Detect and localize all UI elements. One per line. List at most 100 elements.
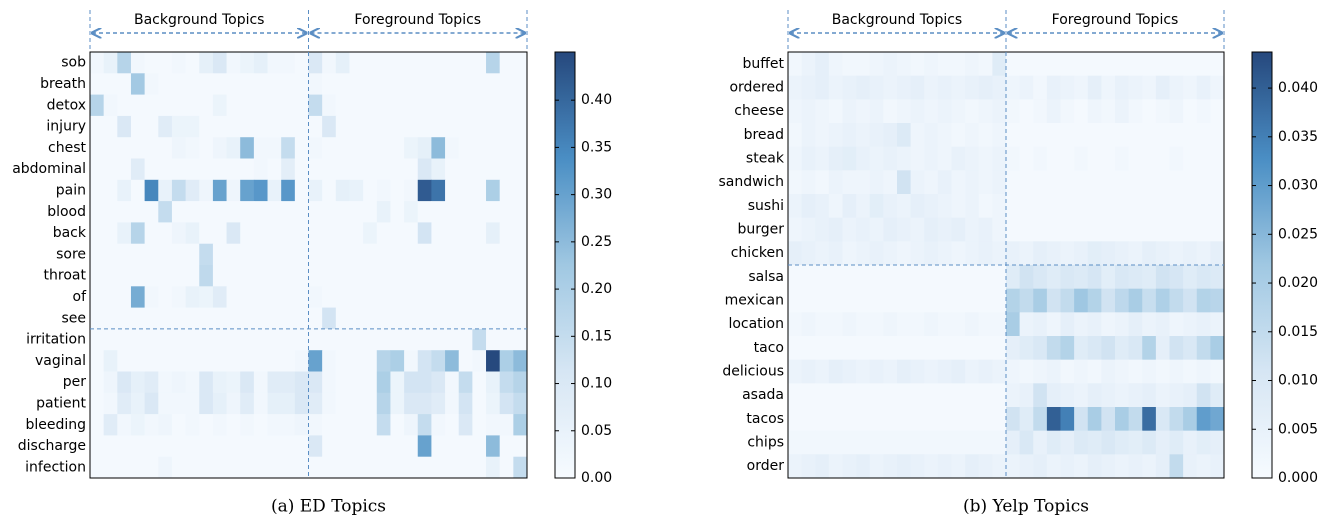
heat-cell: [117, 52, 132, 74]
heat-cell: [404, 456, 419, 479]
heat-cell: [349, 243, 364, 266]
heat-cell: [349, 350, 364, 372]
heat-cell: [199, 201, 214, 223]
row-label: location: [728, 316, 784, 332]
heat-cell: [417, 328, 432, 351]
heat-cell: [1019, 123, 1034, 148]
heat-cell: [1074, 241, 1089, 266]
heat-cell: [788, 241, 803, 266]
heat-cell: [117, 222, 132, 245]
heat-cell: [992, 265, 1007, 290]
heat-cell: [897, 288, 912, 313]
heat-cell: [267, 158, 282, 181]
row-label: steak: [746, 151, 785, 167]
heat-cell: [253, 435, 268, 458]
heat-cell: [472, 456, 487, 479]
row-label: order: [747, 458, 785, 474]
heat-cell: [267, 350, 282, 372]
heat-cell: [1087, 146, 1102, 171]
heat-cell: [815, 123, 830, 148]
heat-cell: [499, 201, 514, 223]
heat-cell: [1142, 407, 1157, 432]
heat-cell: [965, 336, 980, 361]
heat-cell: [417, 371, 432, 394]
heat-cell: [226, 222, 241, 245]
heat-cell: [1183, 75, 1198, 100]
heat-cell: [144, 243, 159, 266]
heat-cell: [1019, 454, 1034, 479]
heat-cell: [1169, 170, 1184, 195]
heat-cell: [897, 336, 912, 361]
heat-cell: [212, 328, 227, 351]
heat-cell: [1101, 75, 1116, 100]
heat-cell: [1142, 312, 1157, 337]
row-label: burger: [737, 222, 784, 238]
heat-cell: [978, 170, 993, 195]
heat-cell: [1060, 123, 1075, 148]
heat-cell: [1155, 52, 1170, 77]
heat-cell: [1196, 170, 1211, 195]
heat-cell: [103, 286, 118, 308]
heat-cell: [1142, 170, 1157, 195]
heat-cell: [1142, 75, 1157, 100]
heat-cell: [376, 265, 391, 287]
heat-cell: [1128, 454, 1143, 479]
heat-cell: [363, 201, 378, 223]
heat-cell: [240, 201, 255, 223]
heat-cell: [869, 407, 884, 432]
heat-cell: [445, 456, 460, 479]
heat-cell: [212, 286, 227, 308]
heat-cell: [376, 137, 391, 159]
heat-cell: [937, 407, 952, 432]
heat-cell: [144, 456, 159, 479]
heat-cell: [458, 94, 473, 117]
heat-cell: [1033, 123, 1048, 148]
heat-cell: [171, 435, 186, 458]
heat-cell: [828, 265, 843, 290]
heat-cell: [445, 52, 460, 74]
heat-cell: [1115, 241, 1130, 266]
heat-cell: [322, 265, 337, 287]
heat-cell: [1210, 241, 1225, 266]
heat-cell: [1033, 407, 1048, 432]
heat-cell: [1155, 454, 1170, 479]
heat-cell: [924, 241, 939, 266]
heat-cell: [349, 435, 364, 458]
heat-cell: [390, 137, 405, 159]
heat-cell: [842, 430, 857, 455]
heat-cell: [158, 73, 173, 95]
heat-cell: [1115, 123, 1130, 148]
heat-cell: [390, 265, 405, 287]
heat-cell: [335, 73, 350, 95]
heat-cell: [226, 179, 241, 202]
heat-cell: [978, 359, 993, 384]
heat-cell: [335, 435, 350, 458]
heat-cell: [335, 371, 350, 394]
heat-cell: [1087, 312, 1102, 337]
heat-cell: [951, 265, 966, 290]
heat-cell: [417, 265, 432, 287]
heat-cell: [897, 265, 912, 290]
heat-cell: [1006, 123, 1021, 148]
heat-cell: [513, 243, 528, 266]
heat-cell: [1183, 194, 1198, 219]
heat-cell: [322, 94, 337, 117]
heat-cell: [212, 435, 227, 458]
heat-cell: [1006, 99, 1021, 124]
heat-cell: [1101, 170, 1116, 195]
heat-cell: [240, 350, 255, 372]
heat-cell: [404, 307, 419, 330]
heat-cell: [171, 94, 186, 117]
heat-cell: [992, 430, 1007, 455]
heat-cell: [1128, 407, 1143, 432]
heat-cell: [856, 241, 871, 266]
heat-cell: [856, 75, 871, 100]
heat-cell: [171, 158, 186, 181]
heat-cell: [130, 328, 146, 351]
heat-cell: [376, 52, 391, 74]
heat-cell: [335, 179, 350, 202]
heat-cell: [472, 350, 487, 372]
heat-cell: [226, 286, 241, 308]
heat-cell: [992, 454, 1007, 479]
heat-cell: [472, 115, 487, 138]
